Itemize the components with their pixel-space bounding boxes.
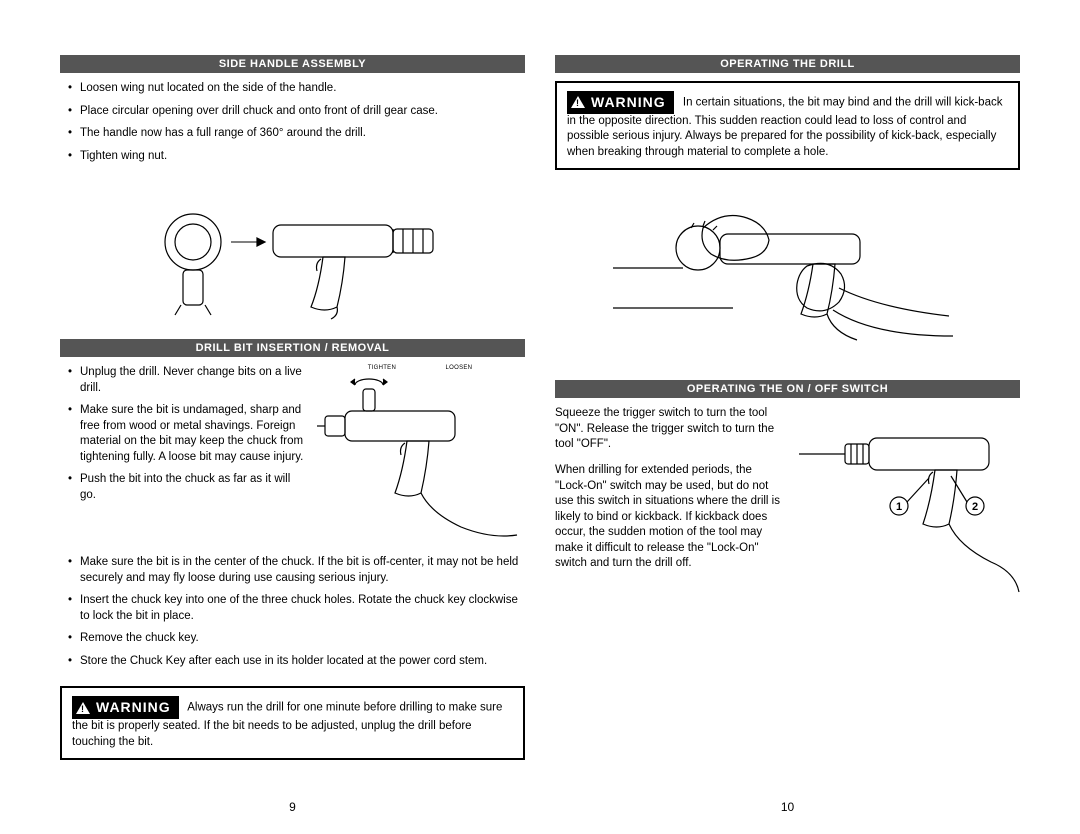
warning-label: WARNING (567, 91, 674, 114)
side-handle-bullets: Loosen wing nut located on the side of t… (60, 81, 525, 171)
bit-insertion-row: Unplug the drill. Never change bits on a… (60, 365, 525, 559)
page-left: SIDE HANDLE ASSEMBLY Loosen wing nut loc… (45, 55, 540, 814)
list-item: Insert the chuck key into one of the thr… (68, 593, 525, 624)
list-item: Unplug the drill. Never change bits on a… (68, 365, 305, 396)
callout-2: 2 (972, 501, 978, 513)
warning-label-text: WARNING (96, 698, 171, 717)
page-number-left: 9 (60, 790, 525, 814)
figure-operating-drill (555, 188, 1020, 366)
list-item: Tighten wing nut. (68, 149, 525, 165)
drill-switch-illustration-icon: 1 2 (795, 406, 1020, 606)
warning-label: WARNING (72, 696, 179, 719)
list-item: Loosen wing nut located on the side of t… (68, 81, 525, 97)
list-item: Make sure the bit is undamaged, sharp an… (68, 403, 305, 465)
warning-triangle-icon (76, 702, 90, 714)
section-header-bit-insertion: DRILL BIT INSERTION / REMOVAL (60, 339, 525, 357)
drill-illustration-icon (123, 187, 463, 322)
drill-chuck-illustration-icon (315, 371, 525, 556)
warning-triangle-icon (571, 96, 585, 108)
page-right: OPERATING THE DRILL WARNING In certain s… (540, 55, 1035, 814)
drill-two-hand-illustration-icon (603, 188, 973, 363)
list-item: Push the bit into the chuck as far as it… (68, 472, 305, 503)
section-header-side-handle: SIDE HANDLE ASSEMBLY (60, 55, 525, 73)
callout-1: 1 (896, 501, 902, 513)
list-item: Place circular opening over drill chuck … (68, 104, 525, 120)
list-item: Make sure the bit is in the center of th… (68, 555, 525, 586)
list-item: Store the Chuck Key after each use in it… (68, 654, 525, 670)
warning-box-left: WARNING Always run the drill for one min… (60, 686, 525, 760)
list-item: The handle now has a full range of 360° … (68, 126, 525, 142)
figure-side-handle (60, 187, 525, 325)
on-off-row: Squeeze the trigger switch to turn the t… (555, 406, 1020, 609)
list-item: Remove the chuck key. (68, 631, 525, 647)
section-header-operating-drill: OPERATING THE DRILL (555, 55, 1020, 73)
bit-insertion-bullets-bottom: Make sure the bit is in the center of th… (60, 555, 525, 676)
warning-box-right: WARNING In certain situations, the bit m… (555, 81, 1020, 170)
page-number-right: 10 (555, 790, 1020, 814)
bit-insertion-bullets-top: Unplug the drill. Never change bits on a… (60, 365, 305, 503)
warning-label-text: WARNING (591, 93, 666, 112)
on-off-para1: Squeeze the trigger switch to turn the t… (555, 406, 785, 453)
section-header-on-off: OPERATING THE ON / OFF SWITCH (555, 380, 1020, 398)
on-off-para2: When drilling for extended periods, the … (555, 463, 785, 572)
